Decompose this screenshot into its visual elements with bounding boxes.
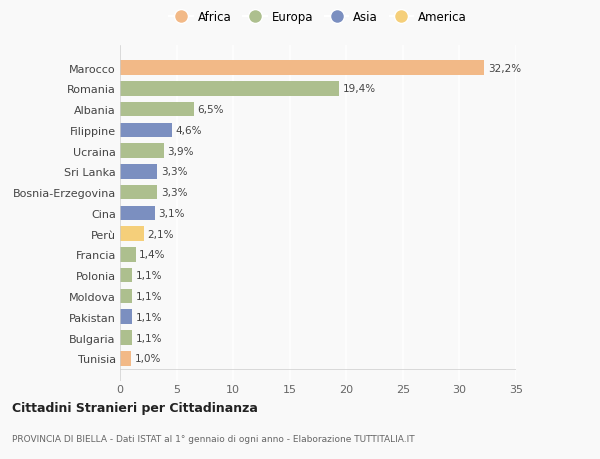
Bar (120, 206, 155, 221)
Bar (120, 351, 131, 366)
Bar (120, 185, 157, 200)
Bar (120, 61, 484, 76)
Bar (120, 123, 172, 138)
Text: 4,6%: 4,6% (175, 126, 202, 135)
Bar (120, 102, 194, 117)
Text: PROVINCIA DI BIELLA - Dati ISTAT al 1° gennaio di ogni anno - Elaborazione TUTTI: PROVINCIA DI BIELLA - Dati ISTAT al 1° g… (12, 434, 415, 442)
Bar (120, 310, 133, 325)
Text: 1,1%: 1,1% (136, 333, 163, 343)
Text: 1,4%: 1,4% (139, 250, 166, 260)
Text: 3,9%: 3,9% (167, 146, 194, 156)
Legend: Africa, Europa, Asia, America: Africa, Europa, Asia, America (164, 6, 472, 29)
Bar (120, 330, 133, 345)
Bar (120, 82, 340, 96)
Bar (120, 289, 133, 303)
Text: 1,1%: 1,1% (136, 312, 163, 322)
Text: 2,1%: 2,1% (147, 229, 173, 239)
Text: 3,3%: 3,3% (161, 188, 187, 198)
Bar (120, 165, 157, 179)
Text: 3,3%: 3,3% (161, 167, 187, 177)
Text: 1,1%: 1,1% (136, 291, 163, 301)
Text: Cittadini Stranieri per Cittadinanza: Cittadini Stranieri per Cittadinanza (12, 401, 258, 414)
Bar (120, 247, 136, 262)
Text: 1,1%: 1,1% (136, 271, 163, 280)
Text: 32,2%: 32,2% (488, 63, 521, 73)
Bar (120, 144, 164, 158)
Bar (120, 269, 133, 283)
Bar (120, 227, 144, 241)
Text: 1,0%: 1,0% (135, 353, 161, 364)
Text: 19,4%: 19,4% (343, 84, 376, 94)
Text: 6,5%: 6,5% (197, 105, 223, 115)
Text: 3,1%: 3,1% (158, 208, 185, 218)
